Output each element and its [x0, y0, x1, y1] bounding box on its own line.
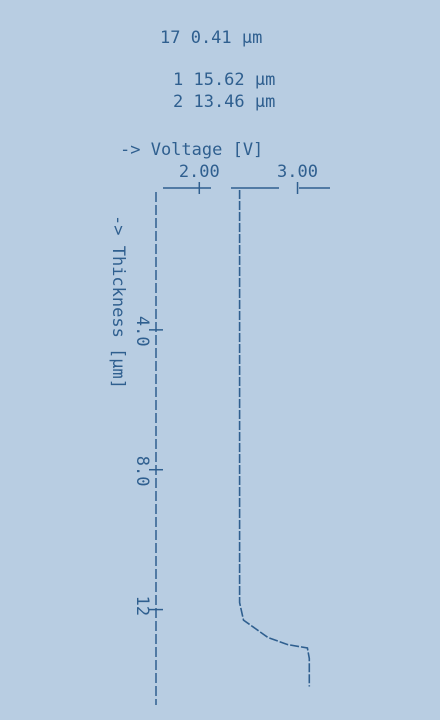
value-tick-label: 2.00 [179, 162, 220, 182]
depth-tick-label: 8.0 [132, 456, 152, 487]
annotation: 17 0.41 µm [160, 28, 262, 48]
value-axis-label: -> Voltage [V] [120, 140, 263, 160]
annotation: 2 13.46 µm [173, 92, 275, 112]
depth-axis-label: -> Thickness [µm] [108, 215, 128, 389]
chart: 17 0.41 µm 1 15.62 µm 2 13.46 µm -> Volt… [0, 0, 440, 720]
depth-tick-label: 12 [132, 596, 152, 616]
annotation: 1 15.62 µm [173, 70, 275, 90]
value-tick-label: 3.00 [277, 162, 318, 182]
depth-tick-label: 4.0 [132, 316, 152, 347]
